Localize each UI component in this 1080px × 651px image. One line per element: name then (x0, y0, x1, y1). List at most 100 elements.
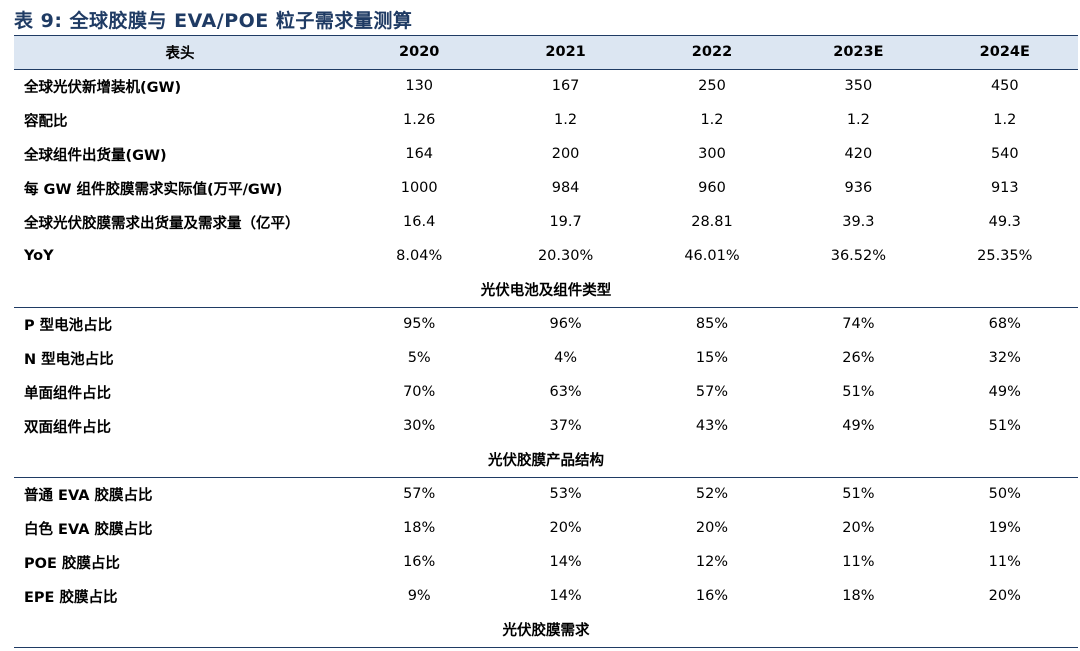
table-cell-value: 16% (695, 588, 729, 604)
table-cell-value: 5% (407, 350, 431, 366)
table-cell-value: 420 (844, 146, 873, 162)
table-cell-value: 1.26 (403, 112, 436, 128)
table-cell-value: 53% (549, 486, 582, 503)
table-cell-value: 167 (551, 78, 580, 95)
table-cell-value: 63% (549, 384, 582, 400)
table-row: 每 GW 组件胶膜需求实际值(万平/GW) 1000 984 960 936 913 (14, 171, 1078, 205)
table-cell-value: 32% (988, 350, 1021, 366)
table-cell-value: 16.4 (403, 214, 436, 230)
section-header-row: 光伏胶膜需求 (14, 613, 1078, 648)
table-cell-value: 19% (988, 520, 1021, 536)
table-cell-value: 11% (988, 554, 1021, 570)
section-header-row: 光伏电池及组件类型 (14, 273, 1078, 308)
table-row: 全球组件出货量(GW) 164 200 300 420 540 (14, 137, 1078, 171)
table-cell-value: 9% (407, 588, 431, 604)
table-cell-value: 4% (554, 350, 578, 366)
data-table-container: 表头 2020 2021 2022 2023E 2024E 全球光伏新增装机(G… (14, 35, 1078, 648)
row-label: 普通 EVA 胶膜占比 (24, 487, 153, 504)
table-cell-value: 1.2 (846, 112, 870, 128)
table-cell-value: 70% (403, 384, 436, 400)
table-cell-value: 130 (405, 78, 434, 95)
table-cell-value: 18% (403, 520, 436, 536)
table-cell-value: 30% (403, 418, 436, 434)
row-label: POE 胶膜占比 (24, 555, 120, 572)
section-header-label: 光伏电池及组件类型 (14, 273, 1078, 308)
table-cell-value: 20.30% (537, 248, 594, 264)
table-cell-value: 14% (549, 554, 582, 570)
table-cell-value: 19.7 (549, 214, 582, 230)
table-row: 容配比 1.26 1.2 1.2 1.2 1.2 (14, 103, 1078, 137)
section-header-label: 光伏胶膜产品结构 (14, 443, 1078, 478)
table-row: 普通 EVA 胶膜占比 57% 53% 52% 51% 50% (14, 477, 1078, 511)
data-table: 表头 2020 2021 2022 2023E 2024E 全球光伏新增装机(G… (14, 36, 1078, 648)
table-cell-value: 450 (990, 78, 1019, 95)
table-row: EPE 胶膜占比 9% 14% 16% 18% 20% (14, 579, 1078, 613)
header-cell-year: 2021 (492, 36, 639, 69)
header-cell-year: 2024E (931, 36, 1078, 69)
table-cell-value: 20% (695, 520, 729, 536)
table-cell-value: 1.2 (700, 112, 724, 128)
table-cell-value: 12% (695, 554, 729, 570)
table-header-row: 表头 2020 2021 2022 2023E 2024E (14, 36, 1078, 69)
table-row: 全球光伏新增装机(GW) 130 167 250 350 450 (14, 69, 1078, 103)
row-label: 容配比 (24, 113, 68, 130)
table-cell-value: 960 (698, 180, 726, 196)
table-cell-value: 49% (988, 384, 1021, 400)
table-cell-value: 51% (988, 418, 1021, 434)
table-cell-value: 15% (695, 350, 729, 366)
table-cell-value: 74% (842, 316, 875, 333)
row-label: YoY (24, 248, 54, 264)
row-label: 白色 EVA 胶膜占比 (24, 521, 153, 538)
row-label: N 型电池占比 (24, 351, 114, 368)
header-cell-label: 表头 (14, 36, 346, 69)
table-cell-value: 164 (405, 146, 434, 162)
table-body: 全球光伏新增装机(GW) 130 167 250 350 450 容配比 1.26 1.2 1.2… (14, 69, 1078, 648)
row-label: 全球光伏胶膜需求出货量及需求量（亿平） (24, 215, 300, 232)
table-row: 单面组件占比 70% 63% 57% 51% 49% (14, 375, 1078, 409)
header-cell-year: 2023E (785, 36, 932, 69)
table-cell-value: 68% (988, 316, 1021, 333)
table-cell-value: 300 (698, 146, 726, 162)
table-row: YoY 8.04% 20.30% 46.01% 36.52% 25.35% (14, 239, 1078, 273)
table-cell-value: 14% (549, 588, 582, 604)
table-cell-value: 984 (551, 180, 580, 196)
table-cell-value: 85% (695, 316, 729, 333)
table-row: N 型电池占比 5% 4% 15% 26% 32% (14, 341, 1078, 375)
section-header-row: 光伏胶膜产品结构 (14, 443, 1078, 478)
row-label: 全球组件出货量(GW) (24, 147, 167, 164)
table-cell-value: 46.01% (684, 248, 740, 264)
table-cell-value: 37% (549, 418, 582, 434)
table-cell-value: 200 (551, 146, 580, 162)
table-cell-value: 18% (842, 588, 875, 604)
table-cell-value: 49% (842, 418, 875, 434)
table-row: 双面组件占比 30% 37% 43% 49% 51% (14, 409, 1078, 443)
header-cell-year: 2022 (638, 36, 786, 69)
table-cell-value: 28.81 (691, 214, 733, 230)
table-cell-value: 51% (842, 384, 875, 400)
table-cell-value: 50% (988, 486, 1021, 503)
table-cell-value: 20% (988, 588, 1021, 604)
table-cell-value: 26% (842, 350, 875, 366)
table-cell-value: 57% (403, 486, 436, 503)
table-row: POE 胶膜占比 16% 14% 12% 11% 11% (14, 545, 1078, 579)
table-cell-value: 936 (844, 180, 873, 196)
table-cell-value: 8.04% (396, 248, 443, 264)
table-cell-value: 39.3 (842, 214, 875, 230)
table-cell-value: 36.52% (830, 248, 887, 264)
table-cell-value: 540 (990, 146, 1019, 162)
table-cell-value: 350 (844, 78, 873, 95)
table-cell-value: 20% (842, 520, 875, 536)
header-cell-year: 2020 (346, 36, 493, 69)
row-label: EPE 胶膜占比 (24, 589, 118, 606)
table-row: 白色 EVA 胶膜占比 18% 20% 20% 20% 19% (14, 511, 1078, 545)
table-row: 全球光伏胶膜需求出货量及需求量（亿平） 16.4 19.7 28.81 39.3 49.3 (14, 205, 1078, 239)
section-header-label: 光伏胶膜需求 (14, 613, 1078, 648)
table-cell-value: 20% (549, 520, 582, 536)
table-cell-value: 1000 (400, 180, 438, 196)
table-cell-value: 11% (842, 554, 875, 570)
row-label: 双面组件占比 (24, 419, 111, 436)
table-cell-value: 51% (842, 486, 875, 503)
table-cell-value: 95% (403, 316, 436, 333)
row-label: 全球光伏新增装机(GW) (24, 79, 182, 96)
